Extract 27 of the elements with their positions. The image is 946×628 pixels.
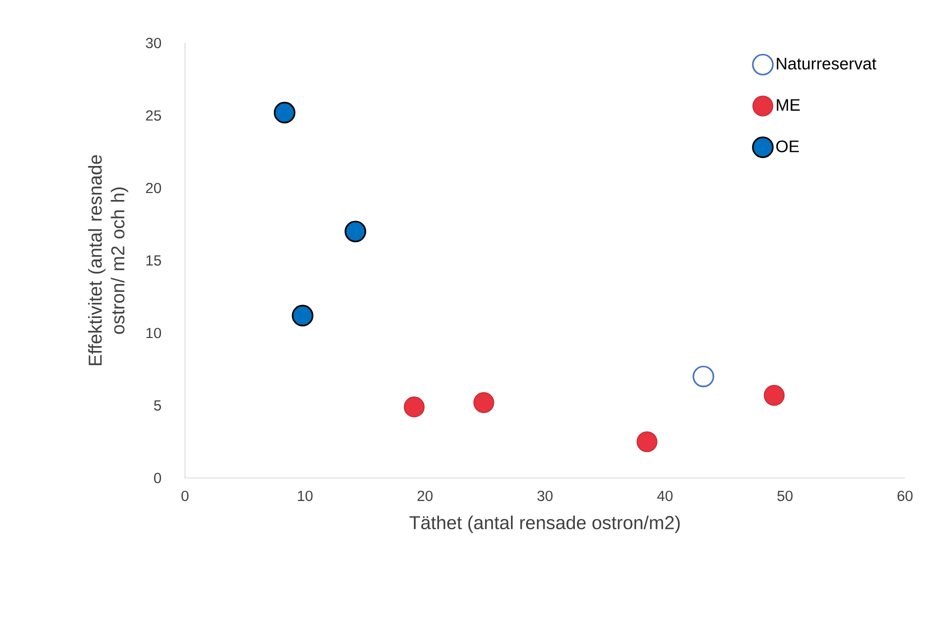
point	[292, 304, 314, 326]
x-tick-label: 10	[298, 490, 313, 502]
point	[764, 384, 785, 406]
point	[636, 431, 658, 452]
y-tick-label: 5	[154, 400, 161, 411]
point	[692, 366, 714, 388]
point	[344, 220, 366, 242]
legend-label: OE	[776, 140, 799, 152]
y-tick-label: 25	[146, 110, 161, 121]
x-axis-title: Täthet (antal rensade ostron/m2)	[410, 516, 680, 533]
legend-label: ME	[776, 99, 800, 111]
legend-label: Naturreservat	[776, 58, 876, 70]
point	[274, 102, 296, 124]
y-axis-title: Effektivitet (antal resnade ostron/ m2 och h)	[88, 155, 128, 366]
y-tick-label: 20	[146, 182, 162, 194]
x-tick-label: 60	[898, 490, 913, 502]
x-tick-label: 20	[418, 490, 433, 502]
x-tick-label: 50	[777, 490, 793, 502]
y-tick-label: 15	[146, 255, 161, 266]
point	[404, 396, 425, 418]
y-tick-label: 30	[146, 38, 162, 48]
x-tick-label: 30	[537, 490, 553, 502]
x-tick-label: 40	[657, 490, 673, 502]
point	[473, 392, 494, 413]
x-tick-label: 0	[181, 490, 188, 502]
y-tick-label: 10	[146, 328, 162, 338]
y-tick-label: 0	[154, 472, 162, 484]
